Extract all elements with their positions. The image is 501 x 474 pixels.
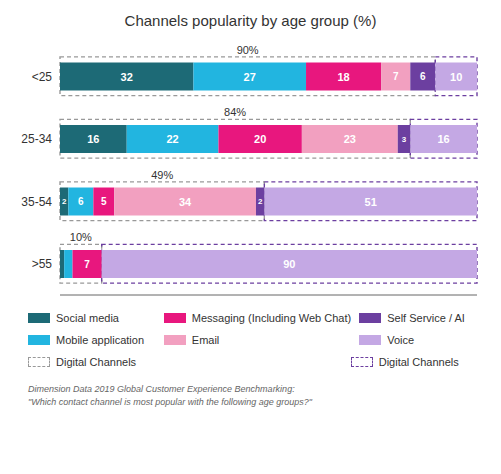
html-text:Digital Channels: Digital Channels xyxy=(378,356,459,368)
svg-text:25-34: 25-34 xyxy=(21,132,52,146)
svg-text:49%: 49% xyxy=(151,169,173,181)
svg-text:7: 7 xyxy=(393,71,399,82)
svg-text:35-54: 35-54 xyxy=(21,195,52,209)
svg-text:<25: <25 xyxy=(32,70,53,84)
svg-text:34: 34 xyxy=(179,196,192,208)
svg-text:23: 23 xyxy=(344,133,356,145)
svg-text:2: 2 xyxy=(62,197,67,206)
html-text:Digital Channels: Digital Channels xyxy=(56,356,137,368)
svg-text:10: 10 xyxy=(450,71,462,83)
svg-text:90%: 90% xyxy=(237,44,259,56)
svg-text:7: 7 xyxy=(84,259,90,270)
html-text:Voice: Voice xyxy=(387,334,415,346)
svg-text:>55: >55 xyxy=(32,257,53,271)
svg-text:27: 27 xyxy=(244,71,256,83)
svg-text:5: 5 xyxy=(101,196,107,207)
svg-text:51: 51 xyxy=(365,196,377,208)
html-text:Mobile application: Mobile application xyxy=(56,334,145,346)
svg-text:6: 6 xyxy=(78,196,84,207)
svg-text:16: 16 xyxy=(438,133,450,145)
svg-text:10%: 10% xyxy=(70,231,92,243)
html-text:Channels popularity by age gro: Channels popularity by age group (%) xyxy=(124,12,377,29)
html-text:Social media: Social media xyxy=(56,312,119,324)
svg-text:6: 6 xyxy=(420,71,426,82)
svg-text:32: 32 xyxy=(121,71,133,83)
svg-text:20: 20 xyxy=(254,133,266,145)
svg-text:18: 18 xyxy=(337,71,349,83)
html-text:Messaging (Including Web Chat): Messaging (Including Web Chat) xyxy=(191,312,352,324)
html-text:Email: Email xyxy=(191,334,220,346)
html-text:"Which contact channel is most: "Which contact channel is most popular w… xyxy=(28,397,312,407)
svg-text:16: 16 xyxy=(87,133,99,145)
svg-text:3: 3 xyxy=(402,135,407,144)
svg-text:90: 90 xyxy=(283,258,295,270)
svg-text:22: 22 xyxy=(166,133,178,145)
svg-text:84%: 84% xyxy=(224,106,246,118)
html-text:Dimension Data 2019 Global Cus: Dimension Data 2019 Global Customer Expe… xyxy=(28,384,295,394)
html-text:Self Service / AI: Self Service / AI xyxy=(387,312,465,324)
svg-text:2: 2 xyxy=(258,197,263,206)
